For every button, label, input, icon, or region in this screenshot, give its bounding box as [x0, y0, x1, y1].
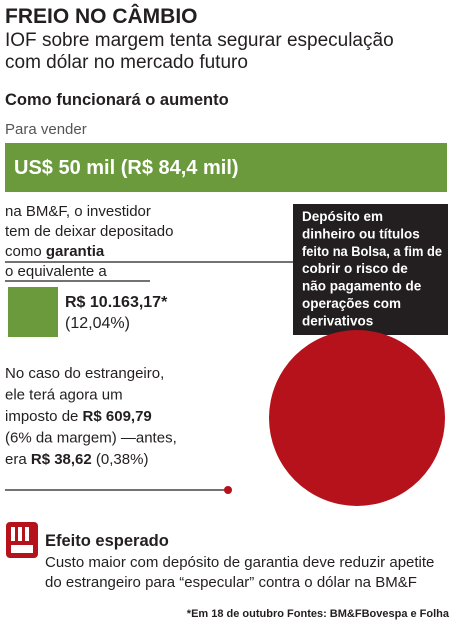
text-run: era — [5, 451, 31, 468]
section-title: Como funcionará o aumento — [5, 91, 229, 109]
deposit-line: na BM&F, o investidor — [5, 203, 151, 220]
tax-circle — [269, 330, 445, 506]
effect-text: do estrangeiro para “especular” contra o… — [45, 574, 417, 591]
emphasis: R$ 38,62 — [31, 451, 92, 468]
subtitle: IOF sobre margem tenta segurar especulaç… — [5, 30, 394, 51]
foreign-line: No caso do estrangeiro, — [5, 365, 164, 382]
definition-line: não pagamento de — [302, 279, 422, 294]
deposit-amount: R$ 10.163,17* — [65, 294, 168, 311]
foreign-line: ele terá agora um — [5, 387, 123, 404]
definition-line: cobrir o risco de — [302, 261, 408, 276]
text-run: ele terá agora um — [5, 387, 123, 404]
deposit-line: tem de deixar depositado — [5, 223, 173, 240]
text-run: (6% da margem) —antes, — [5, 430, 177, 447]
highlight-bar — [5, 143, 447, 192]
foreign-line: era R$ 38,62 (0,38%) — [5, 451, 148, 468]
subtitle: com dólar no mercado futuro — [5, 52, 248, 73]
intro: Para vender — [5, 121, 87, 138]
text-run: como — [5, 243, 46, 260]
definition-line: dinheiro ou títulos — [302, 226, 420, 241]
text-run: imposto de — [5, 408, 83, 425]
deposit-line: como garantia — [5, 243, 105, 260]
text-run: o equivalente a — [5, 263, 107, 280]
text-run: tem de deixar depositado — [5, 223, 173, 240]
text-run: na BM&F, o investidor — [5, 203, 151, 220]
foreign-line: (6% da margem) —antes, — [5, 430, 177, 447]
deposit-amount: (12,04%) — [65, 315, 130, 332]
emphasis: garantia — [46, 243, 105, 260]
deposit-square — [8, 287, 58, 337]
emphasis: R$ 609,79 — [83, 408, 152, 425]
definition-line: derivativos — [302, 313, 373, 328]
highlight-value: US$ 50 mil (R$ 84,4 mil) — [14, 157, 239, 179]
footnote: *Em 18 de outubro Fontes: BM&FBovespa e … — [187, 608, 450, 620]
title: FREIO NO CÂMBIO — [5, 4, 198, 28]
definition-box — [293, 204, 448, 335]
definition-line: Depósito em — [302, 209, 383, 224]
definition-line: operações com — [302, 296, 401, 311]
text-run: No caso do estrangeiro, — [5, 365, 164, 382]
effect-title: Efeito esperado — [45, 532, 169, 550]
connector-dot — [224, 486, 232, 494]
hand-icon — [6, 522, 38, 558]
effect-text: Custo maior com depósito de garantia dev… — [45, 554, 434, 571]
definition-line: feito na Bolsa, a fim de — [302, 244, 442, 259]
foreign-line: imposto de R$ 609,79 — [5, 408, 152, 425]
deposit-line: o equivalente a — [5, 263, 107, 280]
text-run: (0,38%) — [92, 451, 149, 468]
